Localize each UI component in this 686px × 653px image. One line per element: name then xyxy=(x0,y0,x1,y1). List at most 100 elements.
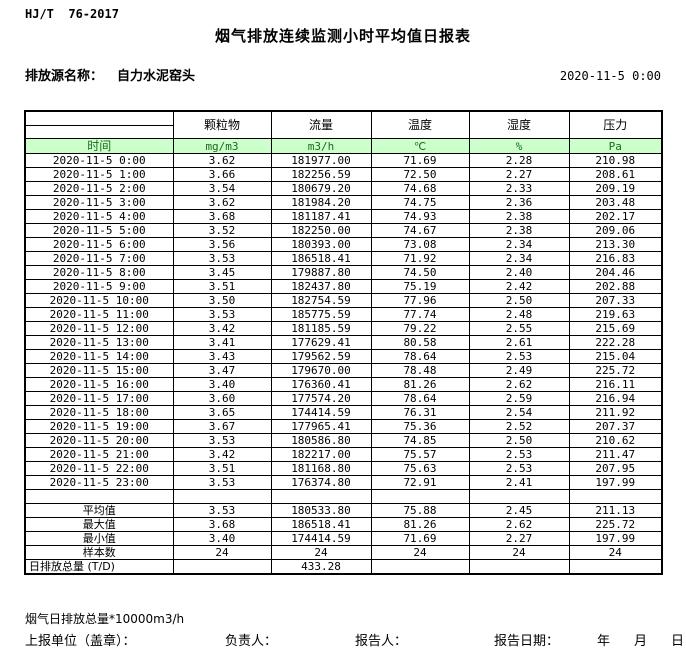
table-row: 2020-11-5 23:00 3.53 176374.80 72.91 2.41 197… xyxy=(24,475,663,490)
table-row: 2020-11-5 4:00 3.68 181187.41 74.93 2.38 202.… xyxy=(24,209,663,224)
table-row: 2020-11-5 0:00 3.62 181977.00 71.69 2.28 210.… xyxy=(24,153,663,168)
value-cell: 24 xyxy=(270,545,372,560)
row-label-cell: 2020-11-5 2:00 xyxy=(24,181,174,196)
value-cell: 74.67 xyxy=(370,223,470,238)
row-label-cell: 2020-11-5 6:00 xyxy=(24,237,174,252)
value-cell: 182250.00 xyxy=(270,223,372,238)
unit-pressure: Pa xyxy=(568,138,663,154)
row-label-cell: 最小值 xyxy=(24,531,174,546)
value-cell: 207.95 xyxy=(568,461,663,476)
value-cell: 3.62 xyxy=(172,195,272,210)
value-cell xyxy=(370,559,470,575)
emission-source-value: 自力水泥窑头 xyxy=(117,69,196,84)
value-cell: 213.30 xyxy=(568,237,663,252)
value-cell: 2.62 xyxy=(468,517,570,532)
value-cell xyxy=(568,489,663,504)
row-label-cell: 2020-11-5 13:00 xyxy=(24,335,174,350)
row-label-cell: 样本数 xyxy=(24,545,174,560)
value-cell: 77.74 xyxy=(370,307,470,322)
value-cell: 177965.41 xyxy=(270,419,372,434)
value-cell: 225.72 xyxy=(568,363,663,378)
value-cell: 2.61 xyxy=(468,335,570,350)
value-cell xyxy=(270,489,372,504)
value-cell: 72.50 xyxy=(370,167,470,182)
year-label: 年 xyxy=(597,634,611,649)
row-label-cell: 最大值 xyxy=(24,517,174,532)
value-cell: 216.83 xyxy=(568,251,663,266)
value-cell: 2.55 xyxy=(468,321,570,336)
table-row: 2020-11-5 2:00 3.54 180679.20 74.68 2.33 209.… xyxy=(24,181,663,196)
responsible-person-label: 负责人： xyxy=(225,634,278,649)
row-label-cell: 2020-11-5 18:00 xyxy=(24,405,174,420)
value-cell: 72.91 xyxy=(370,475,470,490)
value-cell: 207.33 xyxy=(568,293,663,308)
table-empty-row xyxy=(24,489,663,504)
row-label-cell xyxy=(24,489,174,504)
emission-source: 排放源名称： 自力水泥窑头 xyxy=(25,65,195,84)
value-cell: 202.88 xyxy=(568,279,663,294)
row-label-cell: 2020-11-5 11:00 xyxy=(24,307,174,322)
value-cell: 176374.80 xyxy=(270,475,372,490)
value-cell: 2.54 xyxy=(468,405,570,420)
row-label-cell: 2020-11-5 23:00 xyxy=(24,475,174,490)
row-label-cell: 2020-11-5 20:00 xyxy=(24,433,174,448)
value-cell: 3.56 xyxy=(172,237,272,252)
table-row: 2020-11-5 15:00 3.47 179670.00 78.48 2.49 225… xyxy=(24,363,663,378)
value-cell: 222.28 xyxy=(568,335,663,350)
value-cell: 75.88 xyxy=(370,503,470,518)
value-cell: 2.50 xyxy=(468,293,570,308)
value-cell xyxy=(468,559,570,575)
value-cell: 182754.59 xyxy=(270,293,372,308)
value-cell: 219.63 xyxy=(568,307,663,322)
table-row: 2020-11-5 10:00 3.50 182754.59 77.96 2.50 207… xyxy=(24,293,663,308)
table-row: 2020-11-5 3:00 3.62 181984.20 74.75 2.36 203.… xyxy=(24,195,663,210)
table-body: 2020-11-5 0:00 3.62 181977.00 71.69 2.28 210.… xyxy=(24,153,663,575)
value-cell: 177629.41 xyxy=(270,335,372,350)
value-cell: 75.36 xyxy=(370,419,470,434)
row-label-cell: 2020-11-5 17:00 xyxy=(24,391,174,406)
value-cell: 433.28 xyxy=(270,559,372,575)
value-cell: 73.08 xyxy=(370,237,470,252)
value-cell: 2.38 xyxy=(468,223,570,238)
value-cell: 180586.80 xyxy=(270,433,372,448)
column-header-humidity: 湿度 xyxy=(468,110,570,139)
value-cell: 209.06 xyxy=(568,223,663,238)
value-cell: 197.99 xyxy=(568,531,663,546)
header-blank-bottom xyxy=(24,125,174,139)
value-cell: 2.33 xyxy=(468,181,570,196)
value-cell: 2.53 xyxy=(468,447,570,462)
value-cell: 176360.41 xyxy=(270,377,372,392)
value-cell: 210.98 xyxy=(568,153,663,168)
table-row: 2020-11-5 14:00 3.43 179562.59 78.64 2.53 215… xyxy=(24,349,663,364)
value-cell: 216.94 xyxy=(568,391,663,406)
value-cell: 3.42 xyxy=(172,447,272,462)
unit-temperature: ℃ xyxy=(370,138,470,154)
value-cell xyxy=(370,489,470,504)
value-cell: 3.43 xyxy=(172,349,272,364)
value-cell xyxy=(568,559,663,575)
value-cell: 2.62 xyxy=(468,377,570,392)
row-label-cell: 2020-11-5 1:00 xyxy=(24,167,174,182)
value-cell: 182217.00 xyxy=(270,447,372,462)
value-cell: 3.52 xyxy=(172,223,272,238)
value-cell: 76.31 xyxy=(370,405,470,420)
value-cell: 75.19 xyxy=(370,279,470,294)
value-cell: 3.53 xyxy=(172,251,272,266)
row-label-cell: 2020-11-5 14:00 xyxy=(24,349,174,364)
value-cell: 197.99 xyxy=(568,475,663,490)
value-cell: 180393.00 xyxy=(270,237,372,252)
value-cell: 81.26 xyxy=(370,517,470,532)
column-header-pm: 颗粒物 xyxy=(172,110,272,139)
table-row: 2020-11-5 16:00 3.40 176360.41 81.26 2.62 216… xyxy=(24,377,663,392)
header-blank-top xyxy=(24,110,174,126)
row-label-cell: 2020-11-5 12:00 xyxy=(24,321,174,336)
row-label-cell: 2020-11-5 10:00 xyxy=(24,293,174,308)
value-cell: 71.69 xyxy=(370,531,470,546)
value-cell: 2.27 xyxy=(468,167,570,182)
table-row: 2020-11-5 8:00 3.45 179887.80 74.50 2.40 204.… xyxy=(24,265,663,280)
value-cell: 2.34 xyxy=(468,237,570,252)
row-label-cell: 2020-11-5 21:00 xyxy=(24,447,174,462)
value-cell: 216.11 xyxy=(568,377,663,392)
table-row: 2020-11-5 9:00 3.51 182437.80 75.19 2.42 202.… xyxy=(24,279,663,294)
value-cell: 74.75 xyxy=(370,195,470,210)
